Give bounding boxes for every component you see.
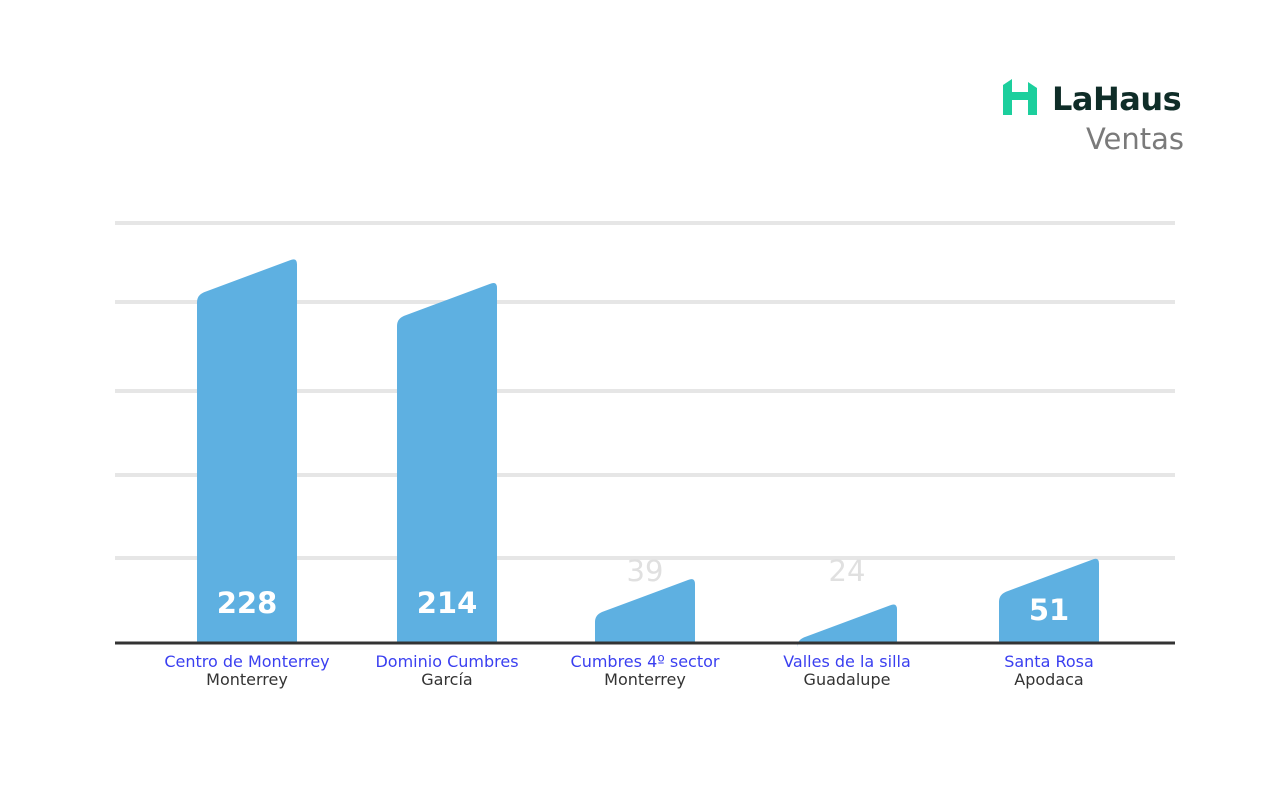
bar bbox=[595, 579, 695, 643]
value-label: 39 bbox=[627, 554, 664, 588]
category-sublabel: García bbox=[421, 670, 472, 689]
bars bbox=[197, 259, 1099, 648]
category-label: Cumbres 4º sector bbox=[571, 652, 720, 671]
bar bbox=[999, 558, 1099, 643]
category-label: Valles de la silla bbox=[783, 652, 911, 671]
category-sublabel: Monterrey bbox=[604, 670, 686, 689]
house-logo-icon bbox=[1003, 79, 1037, 115]
brand-subtitle: Ventas bbox=[1085, 122, 1184, 156]
brand-name: LaHaus bbox=[1052, 80, 1182, 118]
category-label: Centro de Monterrey bbox=[164, 652, 329, 671]
value-label: 214 bbox=[417, 586, 478, 620]
brand-logo: LaHaus Ventas bbox=[1000, 76, 1190, 166]
value-label: 24 bbox=[829, 554, 866, 588]
value-label: 228 bbox=[217, 586, 278, 620]
value-labels: 228 214 39 24 51 bbox=[217, 554, 1069, 627]
bar bbox=[397, 283, 497, 643]
category-sublabel: Apodaca bbox=[1014, 670, 1083, 689]
bar bbox=[197, 259, 297, 643]
value-label: 51 bbox=[1029, 593, 1069, 627]
category-sublabel: Monterrey bbox=[206, 670, 288, 689]
category-label: Dominio Cumbres bbox=[375, 652, 518, 671]
category-sublabel: Guadalupe bbox=[804, 670, 891, 689]
category-label: Santa Rosa bbox=[1004, 652, 1094, 671]
bar bbox=[797, 604, 897, 648]
